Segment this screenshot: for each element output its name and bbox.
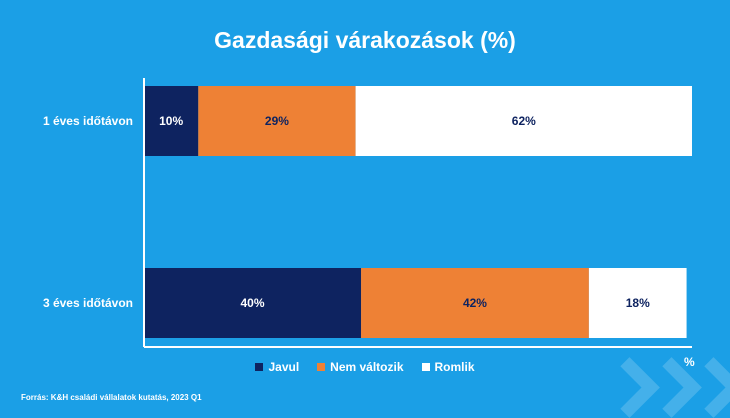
data-label: 29% <box>265 114 289 128</box>
legend-label-romlik: Romlik <box>434 360 475 374</box>
data-label: 62% <box>512 114 536 128</box>
data-label: 18% <box>626 296 650 310</box>
chart-legend: Javul Nem változik Romlik <box>0 360 730 374</box>
bar-segment-romlik <box>355 86 692 156</box>
chart-title: Gazdasági várakozások (%) <box>214 27 516 53</box>
axis-unit-label: % <box>684 355 695 369</box>
bar-segment-nem-valtozik <box>361 268 589 338</box>
legend-item-javul: Javul <box>255 360 299 374</box>
legend-label-nem-valtozik: Nem változik <box>330 360 404 374</box>
data-label: 10% <box>159 114 183 128</box>
legend-label-javul: Javul <box>268 360 300 374</box>
legend-item-nem-valtozik: Nem változik <box>317 360 404 374</box>
bar-segment-javul <box>144 86 199 156</box>
bar-segment-nem-valtozik <box>198 86 356 156</box>
data-label: 40% <box>240 296 264 310</box>
legend-item-romlik: Romlik <box>421 360 475 374</box>
legend-swatch-nem-valtozik <box>317 363 326 371</box>
legend-swatch-javul <box>255 363 264 371</box>
bar-segment-javul <box>144 268 362 338</box>
category-label: 3 éves időtávon <box>43 296 133 310</box>
bar-segment-romlik <box>588 268 687 338</box>
legend-swatch-romlik <box>421 363 430 371</box>
category-label: 1 éves időtávon <box>43 114 133 128</box>
source-note: Forrás: K&H családi vállalatok kutatás, … <box>21 393 202 402</box>
data-label: 42% <box>463 296 487 310</box>
